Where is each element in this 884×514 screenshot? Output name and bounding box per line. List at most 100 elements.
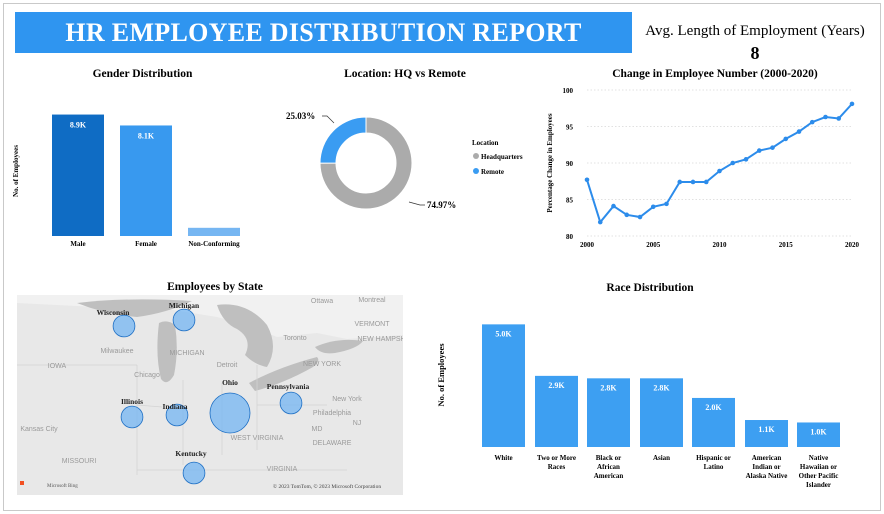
map-lake-erie: [249, 357, 319, 391]
change-point-11: [730, 160, 736, 166]
gender-chart-title: Gender Distribution: [92, 68, 193, 80]
location-slice-1: [319, 116, 367, 164]
change-x-tick-1: 2005: [646, 241, 661, 249]
change-point-5: [650, 204, 656, 210]
gender-bar-0: [52, 114, 104, 236]
map-place-label-4: NEW HAMPSHIR: [357, 336, 403, 343]
change-x-tick-3: 2015: [779, 241, 794, 249]
change-point-8: [690, 179, 696, 185]
race-data-label-6: 1.0K: [810, 427, 827, 436]
change-point-7: [677, 179, 683, 185]
race-data-label-0: 5.0K: [495, 329, 512, 338]
change-chart-title: Change in Employee Number (2000-2020): [612, 68, 818, 80]
change-x-tick-4: 2020: [845, 241, 860, 249]
map-provider-label: Microsoft Bing: [47, 484, 78, 489]
location-legend-swatch-0: [473, 153, 479, 159]
map-state-bubble-wisconsin: [112, 314, 136, 338]
gender-data-label-0: 8.9K: [70, 121, 87, 130]
map-state-label-pennsylvania: Pennsylvania: [267, 382, 310, 391]
map-place-label-3: VERMONT: [355, 321, 391, 328]
map-state-bubble-ohio: [209, 392, 251, 434]
race-data-label-2: 2.8K: [600, 383, 617, 392]
change-x-tick-2: 2010: [713, 241, 728, 249]
race-category-label-5-0: American: [752, 454, 782, 462]
change-point-10: [717, 168, 722, 174]
map-place-label-5: Milwaukee: [100, 348, 133, 355]
change-y-tick-0: 80: [566, 233, 574, 241]
location-legend-title: Location: [472, 139, 499, 147]
change-point-15: [783, 136, 789, 142]
race-bar-5: [745, 420, 788, 447]
map-place-label-9: Chicago: [134, 372, 160, 379]
race-category-label-4-0: Hispanic or: [696, 454, 731, 462]
race-y-axis-label: No. of Employees: [436, 343, 446, 407]
gender-bar-2: [188, 227, 240, 236]
location-data-label-remote: 25.03%: [286, 111, 315, 121]
race-category-label-6-2: Other Pacific: [799, 472, 839, 480]
map-place-label-16: VIRGINIA: [267, 466, 298, 473]
change-point-14: [770, 145, 775, 150]
change-point-18: [823, 114, 828, 120]
gender-category-label-2: Non-Conforming: [188, 240, 240, 248]
location-data-label-hq: 74.97%: [427, 200, 456, 210]
map-state-label-kentucky: Kentucky: [175, 449, 207, 458]
change-point-1: [597, 219, 603, 225]
race-category-label-2-0: Black or: [596, 454, 621, 462]
map-lake-huron: [217, 304, 273, 367]
race-category-label-6-3: Islander: [806, 481, 831, 489]
change-point-0: [584, 177, 590, 183]
location-slice-0: [319, 116, 413, 210]
change-point-2: [611, 203, 616, 209]
race-category-label-5-1: Indian or: [752, 463, 780, 471]
change-y-tick-2: 90: [566, 160, 574, 168]
change-point-20: [849, 101, 855, 107]
employees-by-state-map: Ottawa Montreal Toronto VERMONT NEW HAMPSHIR…: [17, 295, 403, 495]
race-category-label-2-1: African: [597, 463, 620, 471]
map-place-label-10: NEW YORK: [303, 361, 341, 368]
gender-category-label-1: Female: [135, 240, 157, 248]
map-state-bubble-kentucky: [182, 461, 206, 485]
change-point-12: [743, 157, 749, 162]
change-point-6: [664, 201, 669, 207]
location-legend-label-0: Headquarters: [481, 153, 523, 161]
race-bar-1: [535, 375, 578, 447]
location-leader-remote: [322, 115, 335, 124]
race-data-label-3: 2.8K: [653, 383, 670, 392]
change-point-3: [624, 212, 630, 218]
map-place-label-2: Toronto: [283, 335, 306, 342]
gender-bar-1: [120, 125, 172, 236]
race-category-label-5-2: Alaska Native: [746, 472, 788, 480]
gender-chart: No. of Employees 8.9K Male 8.1K Female Non-Co…: [12, 114, 240, 248]
map-place-label-11: New York: [332, 396, 362, 403]
map-place-label-7: Detroit: [217, 362, 238, 369]
map-lake-michigan: [157, 321, 177, 383]
race-bar-6: [797, 422, 840, 447]
map-place-label-0: Ottawa: [311, 298, 333, 305]
map-state-bubble-indiana: [165, 403, 189, 427]
map-place-label-1: Montreal: [358, 297, 386, 304]
race-data-label-4: 2.0K: [705, 403, 722, 412]
gender-data-label-1: 8.1K: [138, 131, 155, 140]
race-chart: No. of Employees 5.0K White 2.9K Two or More…: [436, 324, 840, 489]
race-category-label-4-1: Latino: [704, 463, 724, 471]
dashboard-frame: [3, 3, 881, 511]
map-state-bubble-pennsylvania: [279, 391, 303, 415]
change-point-9: [703, 179, 709, 185]
map-state-label-wisconsin: Wisconsin: [97, 308, 131, 317]
map-place-label-18: MD: [312, 426, 323, 433]
race-bar-0: [482, 324, 525, 447]
map-state-label-michigan: Michigan: [169, 301, 200, 310]
avg-length-label: Avg. Length of Employment (Years): [645, 23, 865, 39]
change-point-16: [796, 129, 802, 134]
change-point-17: [809, 119, 815, 125]
change-chart: Percentage Change in Employees 80 85 90 95 10…: [546, 87, 860, 249]
race-bar-2: [587, 378, 630, 447]
change-y-axis-label: Percentage Change in Employees: [546, 113, 554, 212]
change-x-tick-0: 2000: [580, 241, 595, 249]
race-data-label-1: 2.9K: [548, 381, 565, 390]
race-category-label-2-2: American: [594, 472, 624, 480]
race-category-label-6-0: Native: [809, 454, 828, 462]
race-category-label-1-0: Two or More: [537, 454, 576, 462]
map-border-2: [136, 404, 163, 408]
race-bar-4: [692, 397, 735, 447]
